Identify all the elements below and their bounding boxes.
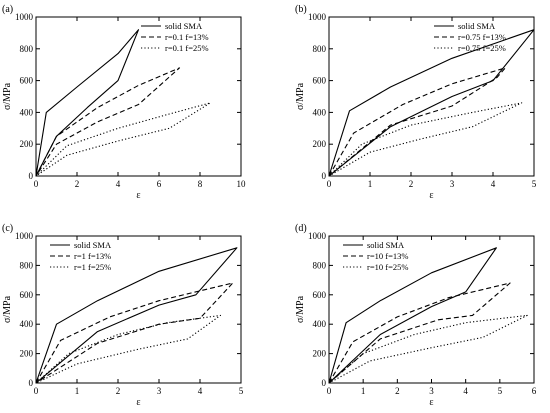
x-axis-label: ε: [136, 190, 140, 201]
y-tick-label: 0: [29, 171, 34, 181]
y-tick-label: 0: [322, 378, 327, 388]
y-tick-label: 600: [313, 76, 327, 86]
y-tick-label: 1000: [15, 231, 34, 241]
x-tick-label: 2: [75, 179, 80, 189]
x-tick-label: 6: [157, 179, 162, 189]
x-tick-label: 1: [368, 179, 373, 189]
y-tick-label: 200: [20, 139, 34, 149]
x-tick-label: 3: [429, 386, 434, 396]
series-line-dashed: [328, 67, 506, 177]
panel-b: 0 1 2 3 4 5 0 200 400 600 800 1000 ε σ/MPa (b) solid SM…: [295, 4, 537, 201]
legend-entry: r=0.1 f=25%: [165, 43, 209, 53]
x-tick-label: 2: [116, 386, 121, 396]
y-tick-label: 200: [313, 349, 327, 359]
series-line-dotted: [35, 314, 222, 384]
legend-entry: r=1 f=13%: [74, 251, 111, 261]
x-axis-label: ε: [136, 397, 140, 408]
plot-frame: [35, 235, 242, 384]
series-line-dotted: [35, 102, 211, 177]
series-line-solid: [328, 247, 497, 384]
series-line-dashed: [328, 282, 511, 384]
series-line-solid: [328, 29, 535, 177]
y-axis-label: σ/MPa: [2, 295, 13, 323]
y-tick-label: 0: [29, 378, 34, 388]
y-tick-label: 400: [20, 107, 34, 117]
series-line-dotted: [328, 102, 523, 177]
x-tick-label: 3: [157, 386, 162, 396]
x-axis-label: ε: [429, 397, 433, 408]
x-tick-label: 4: [491, 179, 496, 189]
legend-entry: solid SMA: [458, 21, 496, 31]
y-tick-label: 400: [313, 107, 327, 117]
y-axis-label: σ/MPa: [295, 82, 306, 110]
x-tick-label: 6: [532, 386, 537, 396]
legend-entry: solid SMA: [367, 240, 405, 250]
x-tick-label: 4: [463, 386, 468, 396]
legend-entry: r=10 f=13%: [367, 251, 408, 261]
legend-entry: r=0.1 f=13%: [165, 32, 209, 42]
y-tick-label: 1000: [15, 12, 34, 22]
x-tick-label: 8: [198, 179, 203, 189]
panel-c: 0 1 2 3 4 5 0 200 400 600 800 1000 ε σ/MPa (c) solid SM…: [2, 223, 244, 408]
panel-label: (c): [2, 223, 13, 234]
x-tick-label: 5: [532, 179, 537, 189]
y-tick-label: 600: [20, 290, 34, 300]
y-tick-label: 600: [313, 290, 327, 300]
legend-entry: solid SMA: [74, 240, 112, 250]
series-line-dashed: [35, 282, 234, 384]
series-line-dotted: [328, 314, 528, 384]
y-tick-label: 200: [20, 349, 34, 359]
y-axis-label: σ/MPa: [295, 295, 306, 323]
panel-a: 0 2 4 6 8 10 0 200 400 600 800 1000 ε σ/MPa (a) solid S…: [2, 4, 246, 201]
series-line-dashed: [35, 67, 181, 177]
y-axis-label: σ/MPa: [2, 82, 13, 110]
y-tick-label: 200: [313, 139, 327, 149]
x-tick-label: 1: [75, 386, 80, 396]
x-tick-label: 10: [237, 179, 247, 189]
panel-label: (b): [295, 4, 307, 15]
series-line-solid: [35, 247, 238, 384]
x-axis-label: ε: [429, 190, 433, 201]
plot-frame: [328, 235, 535, 384]
x-tick-label: 5: [498, 386, 503, 396]
legend-entry: solid SMA: [165, 21, 203, 31]
legend-entry: r=0.75 f=25%: [458, 43, 506, 53]
x-tick-label: 0: [34, 179, 39, 189]
plot-frame: [328, 16, 535, 177]
y-tick-label: 400: [313, 319, 327, 329]
y-tick-label: 600: [20, 76, 34, 86]
legend-entry: r=0.75 f=13%: [458, 32, 506, 42]
x-tick-label: 4: [116, 179, 121, 189]
panel-d: 0 1 2 3 4 5 6 0 200 400 600 800 1000 ε σ/MPa (d) solid S…: [295, 223, 537, 408]
x-tick-label: 5: [239, 386, 244, 396]
x-tick-label: 1: [361, 386, 366, 396]
y-tick-label: 800: [20, 260, 34, 270]
x-tick-label: 0: [327, 386, 332, 396]
x-tick-label: 2: [409, 179, 414, 189]
x-tick-label: 4: [198, 386, 203, 396]
y-tick-label: 0: [322, 171, 327, 181]
x-tick-label: 3: [450, 179, 455, 189]
series-line-solid: [35, 29, 140, 177]
panel-label: (d): [295, 223, 307, 234]
y-tick-label: 800: [20, 44, 34, 54]
y-tick-label: 1000: [308, 12, 327, 22]
x-tick-label: 0: [34, 386, 39, 396]
legend-entry: r=1 f=25%: [74, 262, 111, 272]
legend-entry: r=10 f=25%: [367, 262, 408, 272]
y-tick-label: 1000: [308, 231, 327, 241]
panel-label: (a): [2, 4, 13, 15]
x-tick-label: 0: [327, 179, 332, 189]
y-tick-label: 800: [313, 260, 327, 270]
y-tick-label: 800: [313, 44, 327, 54]
x-tick-label: 2: [395, 386, 400, 396]
y-tick-label: 400: [20, 319, 34, 329]
plot-frame: [35, 16, 242, 177]
